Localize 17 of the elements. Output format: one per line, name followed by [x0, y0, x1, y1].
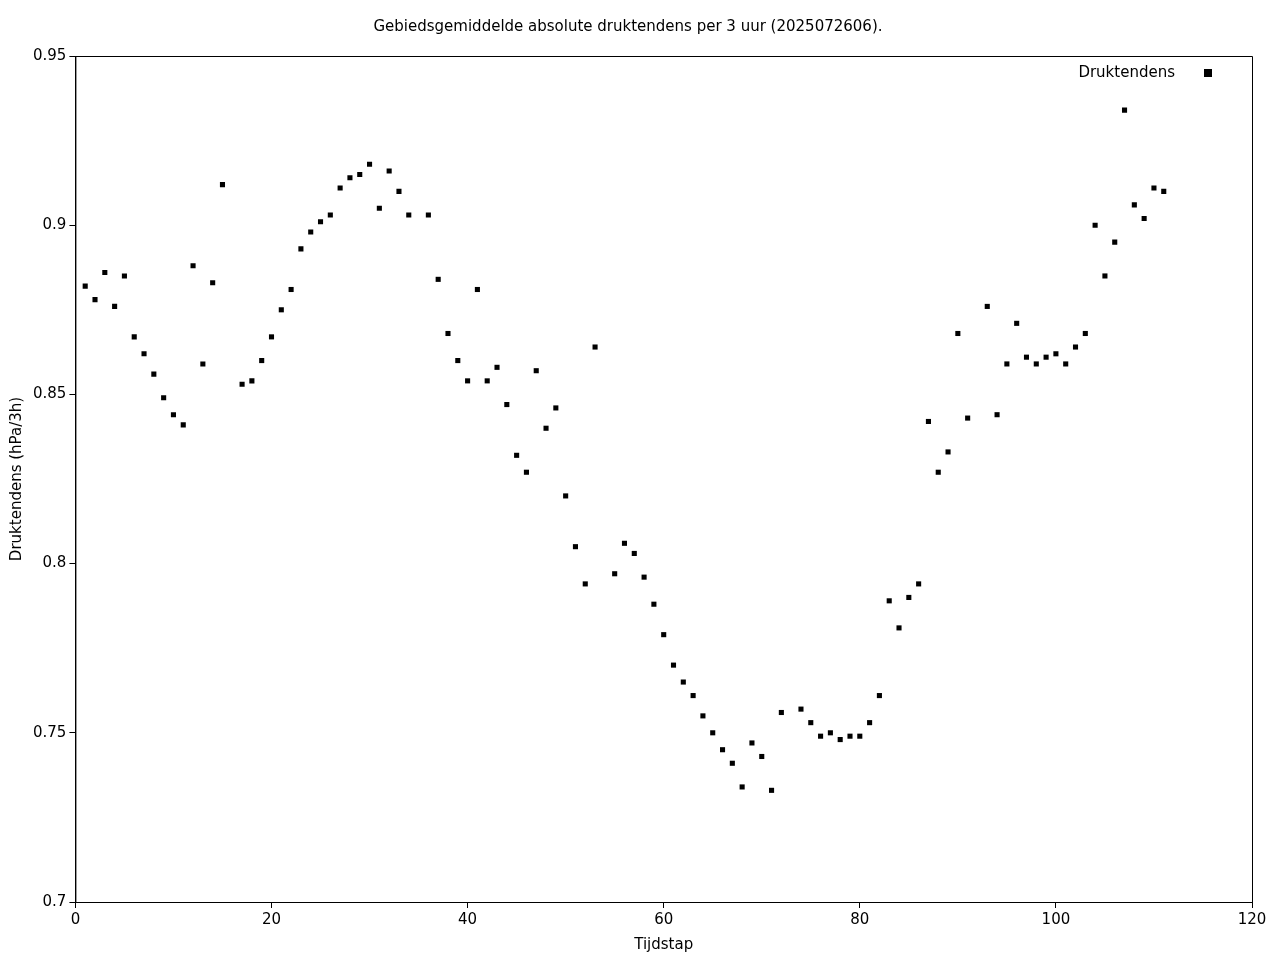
y-tick-label: 0.7 — [42, 891, 67, 910]
x-tick-label: 120 — [1237, 909, 1267, 928]
x-tick-label: 100 — [1041, 909, 1071, 928]
chart-title: Gebiedsgemiddelde absolute druktendens per 3 uur (2025072606). — [373, 16, 883, 35]
y-tick-label: 0.95 — [32, 45, 67, 64]
x-axis-title: Tijdstap — [633, 934, 694, 953]
x-tick-label: 40 — [458, 909, 478, 928]
y-tick-label: 0.75 — [32, 722, 67, 741]
x-tick-label: 60 — [654, 909, 674, 928]
y-tick-label: 0.9 — [42, 215, 67, 234]
y-tick-label: 0.8 — [42, 553, 67, 572]
legend-label: Druktendens — [1078, 62, 1176, 81]
x-tick-label: 20 — [261, 909, 282, 928]
y-tick-label: 0.85 — [32, 384, 67, 403]
x-tick-label: 0 — [70, 909, 81, 928]
y-axis-title: Druktendens (hPa/3h) — [6, 396, 25, 562]
x-tick-label: 80 — [850, 909, 870, 928]
